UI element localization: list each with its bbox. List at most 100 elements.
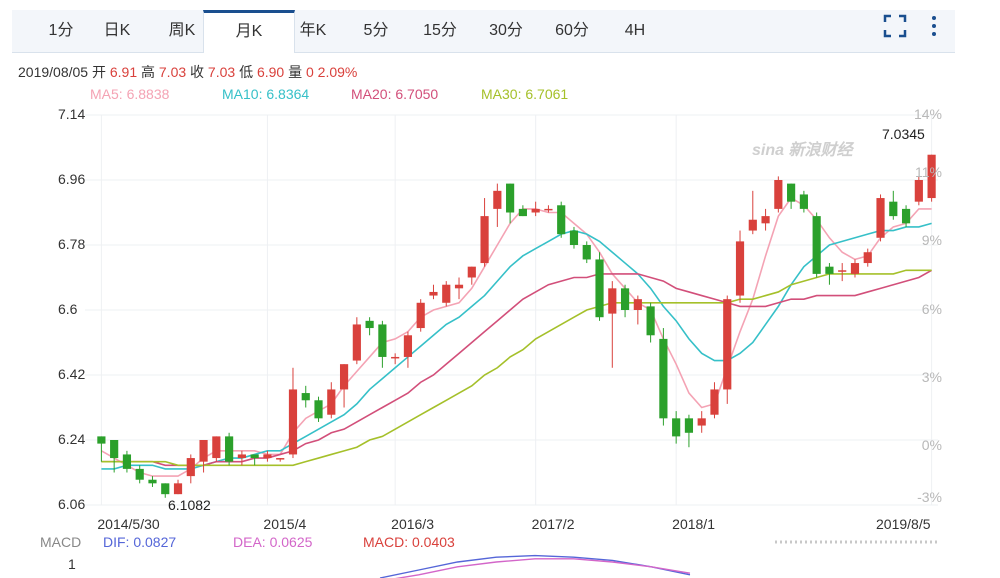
tab-3[interactable]: 月K xyxy=(203,10,295,53)
y-tick-label: 6.96 xyxy=(58,171,86,187)
tab-9[interactable]: 4H xyxy=(624,22,646,39)
x-tick-label: 2015/4 xyxy=(263,516,307,532)
candle-body xyxy=(186,458,195,477)
ma30-line xyxy=(101,269,932,467)
change-percent: 2.09% xyxy=(317,64,358,80)
dea-line xyxy=(395,558,691,578)
candle-body xyxy=(327,389,336,415)
candle-body xyxy=(812,216,821,274)
candle-body xyxy=(557,205,566,235)
tab-6[interactable]: 15分 xyxy=(423,22,457,39)
candle-body xyxy=(697,418,706,426)
candle-body xyxy=(761,216,770,224)
candle-body xyxy=(429,291,438,296)
candle-body xyxy=(352,324,361,361)
candle-body xyxy=(97,436,106,444)
candle-body xyxy=(122,454,132,469)
candle-body xyxy=(148,479,157,484)
tab-7[interactable]: 30分 xyxy=(489,22,523,39)
candle-body xyxy=(391,356,400,359)
ma20-legend: MA20: 6.7050 xyxy=(351,86,439,102)
tab-4[interactable]: 年K xyxy=(299,22,327,39)
tab-5[interactable]: 5分 xyxy=(363,22,389,39)
y2-tick-label: 0% xyxy=(921,437,942,453)
min-price-annotation: 6.1082 xyxy=(168,497,211,513)
candle-body xyxy=(518,208,527,217)
high-label: 高 xyxy=(141,64,155,80)
candle-body xyxy=(748,219,757,231)
candle-body xyxy=(569,230,579,245)
close-label: 收 xyxy=(190,64,205,80)
candle-body xyxy=(672,418,681,437)
volume-value: 0 xyxy=(305,64,314,80)
macd-label: MACD xyxy=(40,534,82,550)
more-menu-icon[interactable] xyxy=(922,14,946,38)
x-tick-label: 2016/3 xyxy=(391,516,434,532)
candle-body xyxy=(225,436,234,462)
candle-body xyxy=(161,483,170,495)
ma10-line xyxy=(101,222,932,470)
candle-body xyxy=(774,180,783,209)
fullscreen-icon[interactable] xyxy=(883,14,907,38)
macd-scale-label: 1 xyxy=(68,556,76,572)
candle-body xyxy=(199,440,208,462)
sina-finance-watermark: sina 新浪财经 xyxy=(752,142,853,159)
candle-body xyxy=(723,299,732,390)
high-value: 7.03 xyxy=(158,64,187,80)
candle-body xyxy=(480,216,489,264)
candle-body xyxy=(595,259,604,318)
candle-body xyxy=(787,183,796,202)
dif-legend: DIF: 0.0827 xyxy=(103,534,177,550)
candle-body xyxy=(914,180,923,202)
candle-body xyxy=(212,436,221,459)
candle-body xyxy=(250,454,259,459)
y2-tick-label: 6% xyxy=(921,301,942,317)
tab-0[interactable]: 1分 xyxy=(48,22,74,39)
y-tick-label: 6.42 xyxy=(58,366,86,382)
candle-body xyxy=(506,183,515,213)
ma5-line xyxy=(100,197,932,477)
macd-legend: MACD: 0.0403 xyxy=(363,534,455,550)
candle-body xyxy=(288,389,298,455)
ma5-legend: MA5: 6.8838 xyxy=(90,86,170,102)
candle-body xyxy=(531,208,540,213)
x-tick-label: 2014/5/30 xyxy=(97,516,160,532)
candle-body xyxy=(173,483,183,495)
candle-body xyxy=(237,454,246,459)
y-tick-label: 6.24 xyxy=(58,431,86,447)
info-date: 2019/08/05 xyxy=(18,64,89,80)
y2-tick-label: 11% xyxy=(915,164,942,180)
y2-tick-label: 9% xyxy=(921,232,942,248)
candle-body xyxy=(838,270,847,272)
candle-body xyxy=(684,418,694,433)
y-tick-label: 7.14 xyxy=(58,106,86,122)
ohlc-info-row: 2019/08/05 开 6.91 高 7.03 收 7.03 低 6.90 量… xyxy=(18,62,357,82)
tab-1[interactable]: 日K xyxy=(103,22,131,39)
ma10-legend: MA10: 6.8364 xyxy=(222,86,310,102)
y2-tick-label: 3% xyxy=(921,369,942,385)
y2-tick-label: 14% xyxy=(913,106,942,122)
open-value: 6.91 xyxy=(109,64,138,80)
x-tick-label: 2018/1 xyxy=(672,516,715,532)
x-tick-label: 2019/8/5 xyxy=(876,516,931,532)
candle-body xyxy=(850,263,860,274)
candle-body xyxy=(365,320,374,329)
close-value: 7.03 xyxy=(207,64,236,80)
y-tick-label: 6.06 xyxy=(58,496,86,512)
candle-body xyxy=(110,440,119,459)
candle-body xyxy=(378,324,387,357)
tab-2[interactable]: 周K xyxy=(168,22,196,39)
candle-body xyxy=(544,208,553,211)
candle-body xyxy=(454,284,464,289)
tab-8[interactable]: 60分 xyxy=(555,22,589,39)
candle-body xyxy=(301,393,310,401)
candle-body xyxy=(863,252,872,264)
period-tabs: 1分 日K 周K 月K 年K 5分 15分 30分 60分 4H xyxy=(12,10,955,53)
candle-body xyxy=(735,241,745,296)
candle-body xyxy=(633,299,642,310)
y-tick-label: 6.78 xyxy=(58,236,86,252)
dif-line xyxy=(379,554,691,578)
candle-body xyxy=(276,458,285,460)
candle-body xyxy=(582,245,591,260)
candle-body xyxy=(416,302,425,329)
